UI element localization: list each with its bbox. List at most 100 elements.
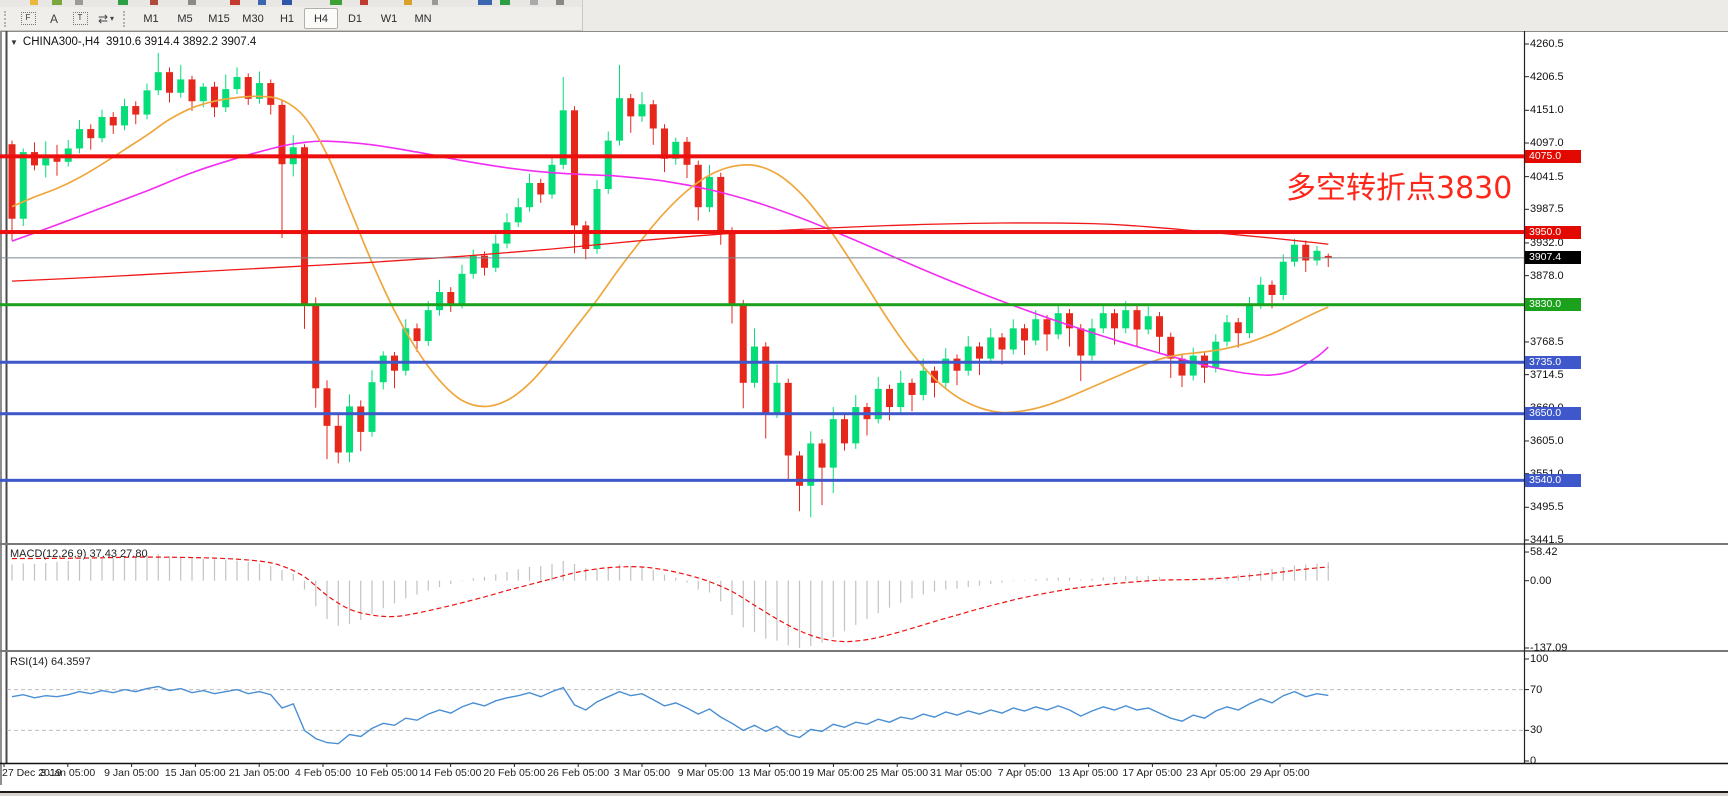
macd-label: MACD(12,26,9) 37.43 27.80 <box>10 548 148 560</box>
toolbar-icon-partial[interactable] <box>500 0 510 5</box>
arrange-arrows-icon[interactable]: ⇄ ▾ <box>94 9 118 28</box>
candle-body <box>818 443 826 468</box>
rsi-panel[interactable] <box>7 685 1524 745</box>
toolbar-icon-partial[interactable] <box>330 0 342 5</box>
time-axis-label: 23 Apr 05:00 <box>1186 767 1246 779</box>
toolbar-icon-partial[interactable] <box>258 0 266 5</box>
crosshair-grid-icon[interactable]: F <box>16 9 40 28</box>
dropdown-caret-icon[interactable]: ▾ <box>110 14 115 23</box>
toolbar-icon-partial[interactable] <box>30 0 38 5</box>
candle-body <box>98 116 106 139</box>
candle-body <box>706 176 713 208</box>
candle-body <box>964 346 972 371</box>
time-axis-label: 3 Jan 05:00 <box>40 767 96 779</box>
candle-body <box>672 141 680 159</box>
timeframe-button-m15[interactable]: M15 <box>208 12 230 25</box>
arrows-glyph: ⇄ <box>97 11 109 26</box>
timeframe-button-m30[interactable]: M30 <box>242 12 264 25</box>
horizontal-level-line[interactable] <box>0 478 1524 482</box>
toolbar-icon-partial[interactable] <box>118 0 128 5</box>
horizontal-level-line[interactable] <box>0 360 1524 364</box>
candle-body <box>953 358 961 371</box>
candle-body <box>604 140 612 190</box>
toolbar-grip[interactable] <box>4 10 11 27</box>
candle-body <box>616 98 623 141</box>
horizontal-level-line[interactable] <box>0 154 1524 159</box>
toolbar-grip[interactable] <box>123 10 130 27</box>
text-box-icon[interactable]: T <box>68 9 92 28</box>
candle-body <box>582 225 590 249</box>
time-axis-label: 7 Apr 05:00 <box>997 767 1052 779</box>
macd-panel[interactable] <box>11 554 1329 648</box>
support-badge: 3650.0 <box>1525 407 1581 421</box>
candle-body <box>19 152 27 219</box>
candle-body <box>1099 313 1107 329</box>
horizontal-level-line[interactable] <box>0 230 1524 235</box>
time-axis-label: 29 Apr 05:00 <box>1250 767 1310 779</box>
toolbar-icon-partial[interactable] <box>530 0 538 5</box>
timeframe-button-h4[interactable]: H4 <box>304 8 338 29</box>
candle-body <box>413 328 421 342</box>
candle-body <box>1302 244 1310 261</box>
text-label-icon[interactable]: A <box>49 11 58 26</box>
candle-body <box>717 176 725 232</box>
toolbar-icon-partial[interactable] <box>52 0 62 5</box>
price-axis-tick: 3714.5 <box>1530 368 1564 381</box>
candle-body <box>1009 328 1017 350</box>
candle-body <box>1032 319 1040 341</box>
candle-body <box>1156 316 1163 337</box>
candle-body <box>458 273 466 305</box>
timeframe-button-w1[interactable]: W1 <box>380 12 398 25</box>
timeframe-button-h1[interactable]: H1 <box>279 12 295 25</box>
candle-body <box>852 407 860 444</box>
candle-body <box>784 382 792 456</box>
collapse-caret-icon[interactable]: ▼ <box>10 38 18 47</box>
candle-body <box>1291 244 1298 262</box>
macd-axis-tick: 0.00 <box>1530 574 1552 587</box>
time-axis-label: 13 Apr 05:00 <box>1058 767 1119 779</box>
ma-fast-orange <box>11 95 1329 414</box>
time-axis-label: 14 Feb 05:00 <box>419 767 482 779</box>
candle-body <box>1066 313 1073 329</box>
candle-body <box>1189 355 1197 376</box>
toolbar-icon-partial[interactable] <box>150 0 158 5</box>
price-axis-tick: 3605.0 <box>1530 434 1564 447</box>
window-bottom-edge <box>0 785 1728 796</box>
main-toolbar-partial <box>0 0 583 7</box>
candle-body <box>1111 313 1118 329</box>
toolbar-icon-partial[interactable] <box>75 0 83 5</box>
candle-body <box>739 304 747 383</box>
timeframe-button-m5[interactable]: M5 <box>177 12 193 25</box>
candle-body <box>773 382 781 414</box>
toolbar-icon-partial[interactable] <box>478 0 492 5</box>
main-price-panel[interactable] <box>8 52 1332 518</box>
candle-body <box>514 207 522 223</box>
timeframe-button-m1[interactable]: M1 <box>143 12 159 25</box>
timeframe-button-d1[interactable]: D1 <box>347 12 363 25</box>
horizontal-level-line[interactable] <box>0 257 1524 259</box>
current-price-badge: 3907.4 <box>1525 251 1581 265</box>
candle-body <box>312 304 320 389</box>
price-axis-tick: 4097.0 <box>1530 137 1564 149</box>
toolbar-icon-partial[interactable] <box>432 0 438 5</box>
candle-body <box>1021 328 1028 341</box>
horizontal-level-line[interactable] <box>0 412 1524 416</box>
candle-body <box>87 129 95 139</box>
toolbar-icon-partial[interactable] <box>188 0 196 5</box>
candle-body <box>436 291 443 311</box>
horizontal-level-line[interactable] <box>0 303 1524 307</box>
candle-body <box>8 144 16 219</box>
candle-body <box>402 328 410 371</box>
toolbar-icon-partial[interactable] <box>556 0 564 5</box>
candle-body <box>1257 284 1265 305</box>
toolbar-icon-partial[interactable] <box>230 0 240 5</box>
price-axis-tick: 4041.5 <box>1530 170 1564 183</box>
toolbar-icon-partial[interactable] <box>282 0 292 5</box>
timeframe-button-group: M1 M5 M15 M30 H1 H4 D1 W1 MN <box>134 8 440 29</box>
price-axis-tick: 4206.5 <box>1530 70 1564 83</box>
toolbar-icon-partial[interactable] <box>360 0 368 5</box>
candle-body <box>447 291 455 305</box>
toolbar-icon-partial[interactable] <box>404 0 412 5</box>
timeframe-button-mn[interactable]: MN <box>414 12 432 25</box>
